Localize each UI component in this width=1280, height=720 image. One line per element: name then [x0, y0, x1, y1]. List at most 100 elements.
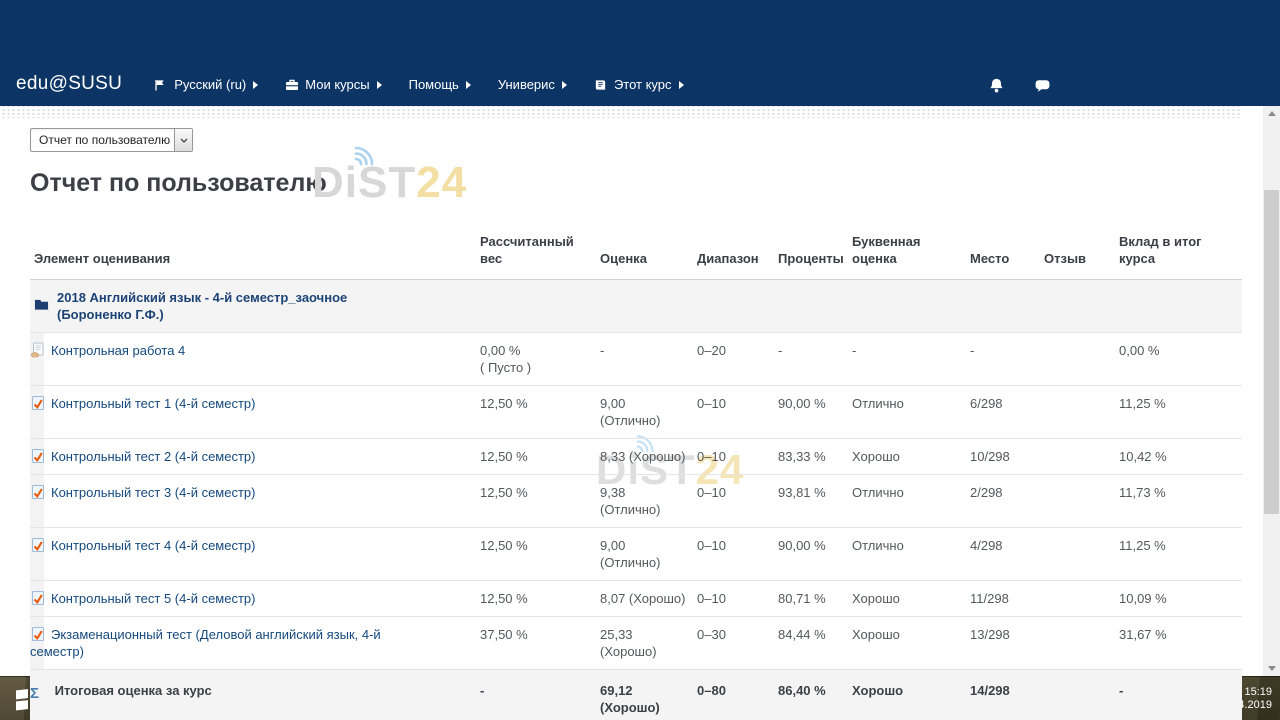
- course-total-label: Итоговая оценка за курс: [54, 683, 212, 698]
- scrollbar-up-arrow[interactable]: [1263, 106, 1280, 121]
- grade-item-link[interactable]: Контрольный тест 1 (4-й семестр): [51, 396, 256, 411]
- item-name-cell: Контрольный тест 5 (4-й семестр): [30, 580, 480, 617]
- col-header-range: Диапазон: [697, 223, 778, 280]
- top-navbar: edu@SUSU Русский (ru) Мои курсы Помощь Унив…: [0, 0, 1280, 106]
- grade-item-link[interactable]: Экзаменационный тест (Деловой английский…: [30, 627, 381, 659]
- scrollbar-down-arrow[interactable]: [1263, 661, 1280, 676]
- item-weight-cell: 0,00 %( Пусто ): [480, 332, 600, 386]
- caret-right-icon: [253, 81, 259, 89]
- item-percent-cell: 80,71 %: [778, 580, 852, 617]
- item-letter-cell: Отлично: [852, 385, 970, 439]
- item-name-cell: Экзаменационный тест (Деловой английский…: [30, 616, 480, 670]
- item-weight-cell: 12,50 %: [480, 438, 600, 475]
- total-percent-cell: 86,40 %: [778, 669, 852, 720]
- item-letter-cell: Хорошо: [852, 580, 970, 617]
- nav-item-label: Мои курсы: [305, 77, 370, 92]
- item-letter-cell: -: [852, 332, 970, 386]
- total-contribution-cell: -: [1119, 669, 1242, 720]
- item-grade-cell: -: [600, 332, 697, 386]
- item-percent-cell: 83,33 %: [778, 438, 852, 475]
- col-header-letter: Буквенная оценка: [852, 223, 970, 280]
- item-grade-cell: 9,38 (Отлично): [600, 474, 697, 528]
- item-name-cell: Контрольный тест 2 (4-й семестр): [30, 438, 480, 475]
- total-weight-cell: -: [480, 669, 600, 720]
- item-range-cell: 0–20: [697, 332, 778, 386]
- notifications-bell-icon[interactable]: [988, 77, 1005, 94]
- item-contribution-cell: 10,09 %: [1119, 580, 1242, 617]
- item-rank-cell: -: [970, 332, 1044, 386]
- total-letter-cell: Хорошо: [852, 669, 970, 720]
- item-name-cell: Контрольный тест 1 (4-й семестр): [30, 385, 480, 439]
- item-percent-cell: 90,00 %: [778, 527, 852, 581]
- item-grade-cell: 9,00 (Отлично): [600, 385, 697, 439]
- report-type-select[interactable]: Отчет по пользователю: [30, 128, 193, 152]
- item-letter-cell: Хорошо: [852, 616, 970, 670]
- quiz-icon: [30, 448, 46, 464]
- item-feedback-cell: [1044, 580, 1119, 617]
- nav-item-help[interactable]: Помощь: [409, 76, 471, 94]
- caret-right-icon: [561, 81, 567, 89]
- item-percent-cell: 90,00 %: [778, 385, 852, 439]
- nav-item-univeris[interactable]: Универис: [498, 76, 567, 94]
- item-rank-cell: 13/298: [970, 616, 1044, 670]
- nav-item-label: Универис: [497, 77, 555, 92]
- nav-item-label: Этот курс: [613, 77, 672, 92]
- item-feedback-cell: [1044, 438, 1119, 475]
- total-grade-cell: 69,12 (Хорошо): [600, 669, 697, 720]
- item-name-cell: Контрольный тест 4 (4-й семестр): [30, 527, 480, 581]
- messages-icon[interactable]: [1034, 77, 1051, 94]
- item-grade-cell: 8,07 (Хорошо): [600, 580, 697, 617]
- grade-item-link[interactable]: Контрольная работа 4: [51, 343, 186, 358]
- nav-item-this-course[interactable]: Этот курс: [594, 76, 684, 94]
- item-contribution-cell: 11,73 %: [1119, 474, 1242, 528]
- item-grade-cell: 8,33 (Хорошо): [600, 438, 697, 475]
- nav-item-my-courses[interactable]: Мои курсы: [285, 76, 382, 94]
- item-name-cell: Контрольный тест 3 (4-й семестр): [30, 474, 480, 528]
- col-header-percent: Проценты: [778, 223, 852, 280]
- grade-item-link[interactable]: Контрольный тест 5 (4-й семестр): [51, 591, 256, 606]
- item-feedback-cell: [1044, 332, 1119, 386]
- grade-item-row: Экзаменационный тест (Деловой английский…: [30, 616, 1242, 670]
- briefcase-icon: [285, 79, 299, 92]
- item-letter-cell: Отлично: [852, 527, 970, 581]
- caret-right-icon: [376, 81, 382, 89]
- item-range-cell: 0–30: [697, 616, 778, 670]
- item-percent-cell: -: [778, 332, 852, 386]
- total-rank-cell: 14/298: [970, 669, 1044, 720]
- item-weight-cell: 12,50 %: [480, 385, 600, 439]
- item-weight-cell: 12,50 %: [480, 580, 600, 617]
- item-feedback-cell: [1044, 385, 1119, 439]
- col-header-rank: Место: [970, 223, 1044, 280]
- site-logo[interactable]: edu@SUSU: [16, 73, 123, 94]
- page-title: Отчет по пользователю: [30, 169, 327, 197]
- item-feedback-cell: [1044, 527, 1119, 581]
- main-nav: Русский (ru) Мои курсы Помощь Универис Этот …: [154, 76, 684, 94]
- course-total-row: Σ Итоговая оценка за курс - 69,12 (Хорошо…: [30, 669, 1242, 720]
- topbar-icons: [988, 77, 1051, 94]
- item-contribution-cell: 31,67 %: [1119, 616, 1242, 670]
- col-header-feedback: Отзыв: [1044, 223, 1119, 280]
- book-icon: [594, 79, 608, 92]
- browser-scrollbar[interactable]: [1263, 106, 1280, 676]
- grade-item-row: Контрольный тест 5 (4-й семестр) 12,50 % 8…: [30, 580, 1242, 617]
- grade-item-link[interactable]: Контрольный тест 3 (4-й семестр): [51, 485, 256, 500]
- grade-item-row: Контрольный тест 4 (4-й семестр) 12,50 % 9…: [30, 527, 1242, 581]
- grade-item-row: Контрольный тест 1 (4-й семестр) 12,50 % 9…: [30, 385, 1242, 439]
- item-feedback-cell: [1044, 474, 1119, 528]
- item-rank-cell: 11/298: [970, 580, 1044, 617]
- item-percent-cell: 84,44 %: [778, 616, 852, 670]
- col-header-grade: Оценка: [600, 223, 697, 280]
- col-header-weight: Рассчитанный вес: [480, 223, 600, 280]
- caret-right-icon: [678, 81, 684, 89]
- item-name-cell: Контрольная работа 4: [30, 332, 480, 386]
- grade-item-row: Контрольная работа 4 0,00 %( Пусто ) -0–20…: [30, 332, 1242, 386]
- total-range-cell: 0–80: [697, 669, 778, 720]
- nav-item-language[interactable]: Русский (ru): [154, 76, 259, 94]
- category-link[interactable]: 2018 Английский язык - 4-й семестр_заочн…: [57, 290, 348, 322]
- grade-item-link[interactable]: Контрольный тест 4 (4-й семестр): [51, 538, 256, 553]
- total-name-cell: Σ Итоговая оценка за курс: [30, 669, 480, 720]
- grade-item-link[interactable]: Контрольный тест 2 (4-й семестр): [51, 449, 256, 464]
- caret-right-icon: [465, 81, 471, 89]
- scrollbar-thumb[interactable]: [1264, 190, 1279, 514]
